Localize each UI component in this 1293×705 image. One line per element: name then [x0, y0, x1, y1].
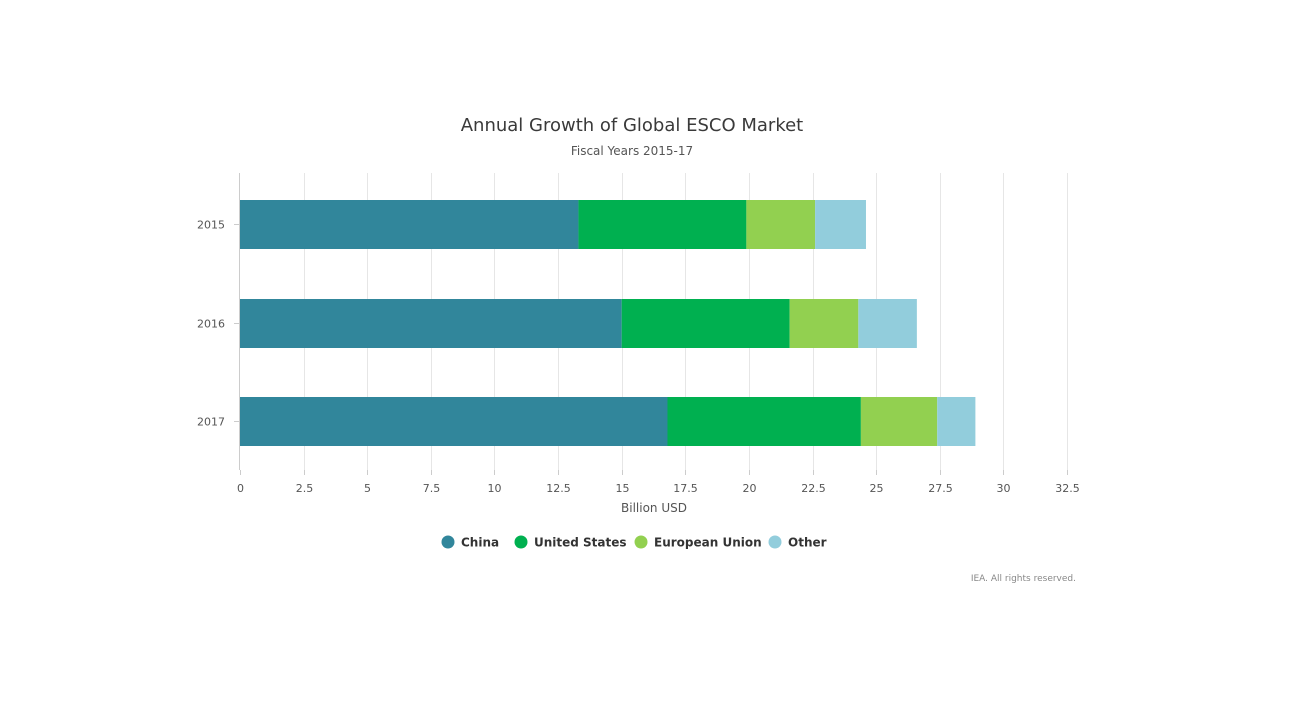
legend-label-united-states[interactable]: United States [534, 536, 627, 550]
legend-marker-china[interactable] [441, 535, 455, 549]
bar-2017-european-union[interactable] [860, 397, 938, 446]
chart-title: Annual Growth of Global ESCO Market [461, 115, 804, 136]
x-tick-label: 25 [870, 482, 884, 495]
legend-label-other[interactable]: Other [788, 536, 827, 550]
x-tick-label: 30 [997, 482, 1011, 495]
axes: 0 2.5 5 7.5 10 12.5 15 17.5 20 22.5 25 27.5 30 32.5 20… [197, 173, 1080, 495]
chart-subtitle: Fiscal Years 2015-17 [571, 144, 693, 158]
x-tick-label: 0 [237, 482, 244, 495]
y-tick-label: 2017 [197, 416, 225, 429]
legend[interactable]: China United States European Union Other [441, 535, 827, 550]
bar-2015-european-union[interactable] [746, 200, 816, 249]
x-axis-title: Billion USD [621, 501, 687, 515]
legend-label-european-union[interactable]: European Union [654, 536, 762, 550]
x-tick-label: 32.5 [1055, 482, 1080, 495]
y-tick-label: 2016 [197, 318, 225, 331]
bar-2015-china[interactable] [240, 200, 579, 249]
x-tick-label: 20 [743, 482, 757, 495]
bars[interactable] [240, 200, 976, 446]
bar-2017-other[interactable] [937, 397, 976, 446]
bar-2015-united-states[interactable] [578, 200, 747, 249]
bar-2016-european-union[interactable] [789, 299, 859, 348]
x-tick-label: 5 [364, 482, 371, 495]
legend-marker-united-states[interactable] [514, 535, 528, 549]
x-tick-label: 15 [616, 482, 630, 495]
y-tick-label: 2015 [197, 219, 225, 232]
x-tick-label: 27.5 [928, 482, 953, 495]
x-tick-label: 17.5 [673, 482, 698, 495]
x-tick-label: 10 [488, 482, 502, 495]
x-tick-label: 22.5 [801, 482, 826, 495]
x-tick-label: 2.5 [296, 482, 314, 495]
bar-2016-united-states[interactable] [621, 299, 790, 348]
bar-2015-other[interactable] [815, 200, 866, 249]
bar-2017-china[interactable] [240, 397, 668, 446]
credit-text[interactable]: IEA. All rights reserved. [971, 574, 1076, 584]
legend-marker-european-union[interactable] [634, 535, 648, 549]
x-tick-label: 7.5 [423, 482, 441, 495]
x-tick-label: 12.5 [546, 482, 571, 495]
bar-2016-china[interactable] [240, 299, 622, 348]
legend-marker-other[interactable] [768, 535, 782, 549]
bar-2016-other[interactable] [858, 299, 917, 348]
legend-label-china[interactable]: China [461, 536, 499, 550]
bar-2017-united-states[interactable] [667, 397, 861, 446]
